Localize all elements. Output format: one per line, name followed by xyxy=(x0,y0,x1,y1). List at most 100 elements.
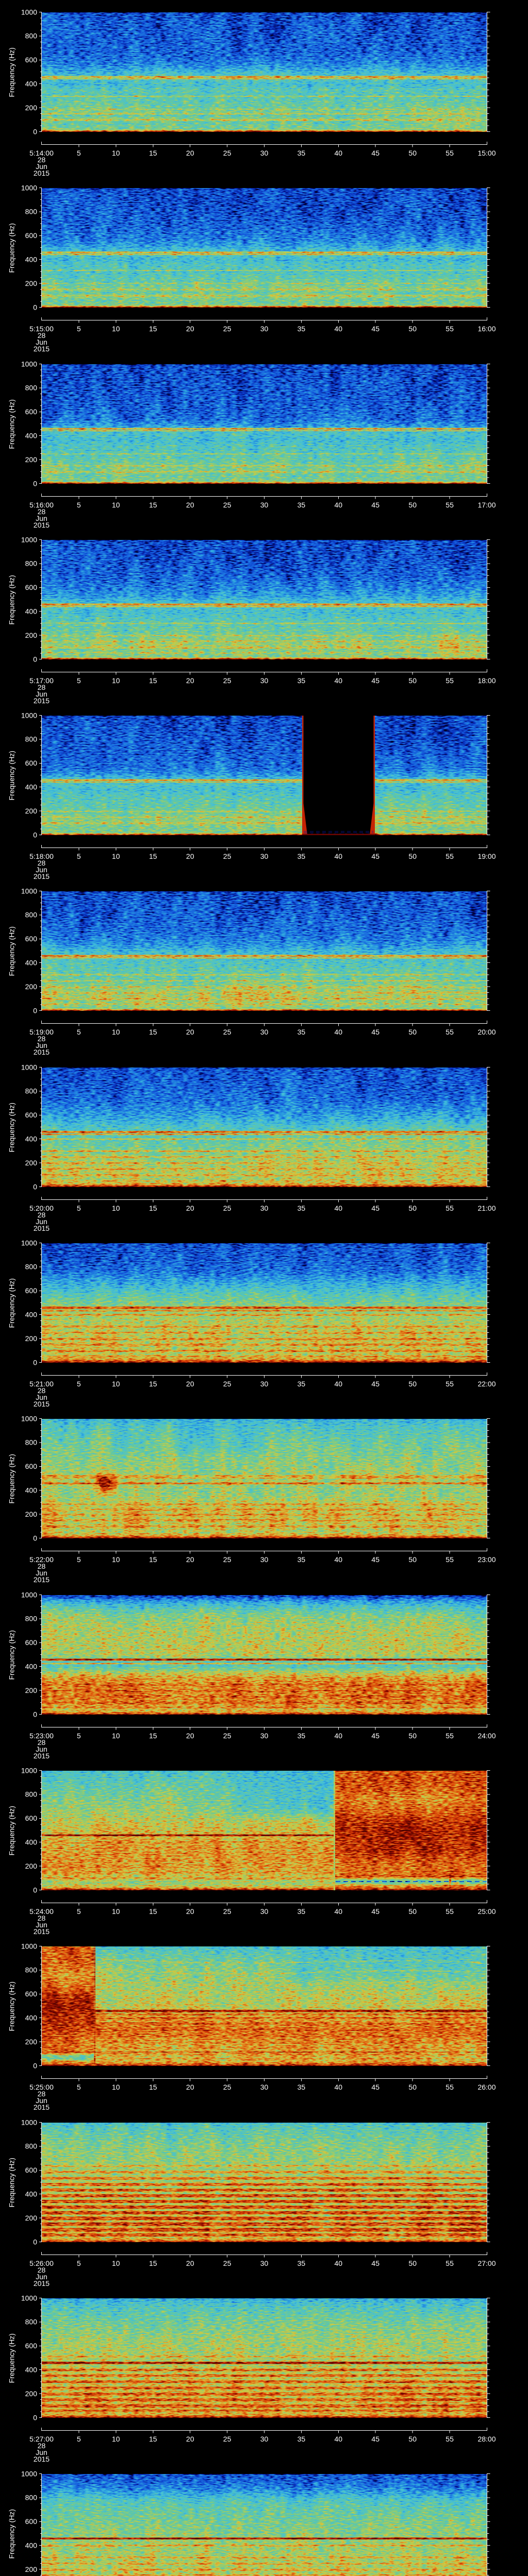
svg-text:0: 0 xyxy=(33,655,37,663)
svg-text:45: 45 xyxy=(371,149,380,157)
svg-text:40: 40 xyxy=(335,2259,343,2267)
svg-text:50: 50 xyxy=(408,2259,417,2267)
svg-text:50: 50 xyxy=(408,149,417,157)
svg-text:20: 20 xyxy=(186,325,194,333)
svg-text:Jun: Jun xyxy=(36,2448,47,2456)
svg-text:25:00: 25:00 xyxy=(477,1907,496,1916)
svg-text:40: 40 xyxy=(335,1732,343,1740)
svg-text:Frequency (Hz): Frequency (Hz) xyxy=(8,1454,16,1503)
svg-text:800: 800 xyxy=(25,208,38,216)
svg-text:45: 45 xyxy=(371,852,380,860)
svg-text:20: 20 xyxy=(186,1028,194,1036)
svg-text:1000: 1000 xyxy=(21,2118,37,2126)
svg-text:2015: 2015 xyxy=(34,345,50,352)
svg-text:25: 25 xyxy=(223,2435,232,2443)
svg-text:18:00: 18:00 xyxy=(477,676,496,685)
svg-text:1000: 1000 xyxy=(21,1063,37,1071)
svg-text:40: 40 xyxy=(335,1907,343,1916)
svg-text:50: 50 xyxy=(408,501,417,509)
svg-text:25: 25 xyxy=(223,1732,232,1740)
svg-text:200: 200 xyxy=(25,2565,38,2573)
svg-text:5:26:00: 5:26:00 xyxy=(29,2259,54,2267)
svg-text:50: 50 xyxy=(408,1732,417,1740)
svg-text:200: 200 xyxy=(25,2038,38,2046)
svg-text:600: 600 xyxy=(25,1814,38,1822)
svg-text:Jun: Jun xyxy=(36,690,47,698)
svg-text:800: 800 xyxy=(25,560,38,568)
svg-text:20: 20 xyxy=(186,149,194,157)
svg-text:28: 28 xyxy=(38,1562,46,1570)
svg-text:15: 15 xyxy=(149,325,157,333)
svg-text:Jun: Jun xyxy=(36,1921,47,1929)
svg-text:30: 30 xyxy=(260,852,269,860)
svg-text:10: 10 xyxy=(112,852,120,860)
svg-text:200: 200 xyxy=(25,1686,38,1694)
svg-text:1000: 1000 xyxy=(21,1239,37,1247)
svg-text:45: 45 xyxy=(371,325,380,333)
svg-text:Frequency (Hz): Frequency (Hz) xyxy=(8,47,16,97)
svg-text:30: 30 xyxy=(260,501,269,509)
svg-text:10: 10 xyxy=(112,1028,120,1036)
svg-text:Frequency (Hz): Frequency (Hz) xyxy=(8,2333,16,2383)
svg-text:23:00: 23:00 xyxy=(477,1555,496,1564)
svg-text:Jun: Jun xyxy=(36,1569,47,1577)
svg-text:800: 800 xyxy=(25,1087,38,1095)
svg-text:200: 200 xyxy=(25,2214,38,2222)
svg-text:800: 800 xyxy=(25,2318,38,2326)
svg-text:28: 28 xyxy=(38,1211,46,1219)
svg-text:10: 10 xyxy=(112,1907,120,1916)
svg-text:19:00: 19:00 xyxy=(477,852,496,860)
svg-text:28: 28 xyxy=(38,507,46,516)
svg-text:15: 15 xyxy=(149,2435,157,2443)
svg-text:10: 10 xyxy=(112,2259,120,2267)
svg-text:30: 30 xyxy=(260,149,269,157)
svg-text:50: 50 xyxy=(408,852,417,860)
svg-text:0: 0 xyxy=(33,1710,37,1718)
svg-text:15: 15 xyxy=(149,852,157,860)
svg-text:5: 5 xyxy=(77,676,81,685)
svg-text:Frequency (Hz): Frequency (Hz) xyxy=(8,223,16,273)
svg-text:5: 5 xyxy=(77,325,81,333)
svg-text:5:22:00: 5:22:00 xyxy=(29,1555,54,1564)
svg-text:Jun: Jun xyxy=(36,1393,47,1401)
svg-text:17:00: 17:00 xyxy=(477,501,496,509)
svg-text:55: 55 xyxy=(446,1907,454,1916)
svg-text:Jun: Jun xyxy=(36,1217,47,1226)
svg-text:50: 50 xyxy=(408,676,417,685)
svg-text:28: 28 xyxy=(38,1738,46,1747)
svg-text:5: 5 xyxy=(77,2259,81,2267)
svg-text:25: 25 xyxy=(223,1907,232,1916)
svg-text:50: 50 xyxy=(408,1380,417,1388)
svg-text:1000: 1000 xyxy=(21,887,37,895)
svg-text:55: 55 xyxy=(446,1204,454,1212)
svg-text:35: 35 xyxy=(298,325,306,333)
svg-text:1000: 1000 xyxy=(21,1942,37,1950)
svg-text:Frequency (Hz): Frequency (Hz) xyxy=(8,399,16,449)
svg-text:200: 200 xyxy=(25,279,38,287)
svg-text:20: 20 xyxy=(186,1907,194,1916)
svg-text:25: 25 xyxy=(223,1028,232,1036)
svg-text:25: 25 xyxy=(223,676,232,685)
svg-text:400: 400 xyxy=(25,256,38,264)
svg-text:0: 0 xyxy=(33,1182,37,1191)
svg-text:0: 0 xyxy=(33,1006,37,1014)
svg-text:40: 40 xyxy=(335,2435,343,2443)
svg-text:30: 30 xyxy=(260,325,269,333)
svg-text:200: 200 xyxy=(25,1334,38,1343)
svg-text:400: 400 xyxy=(25,1486,38,1495)
svg-text:2015: 2015 xyxy=(34,697,50,704)
svg-text:20: 20 xyxy=(186,1204,194,1212)
svg-text:28: 28 xyxy=(38,683,46,691)
svg-text:10: 10 xyxy=(112,1380,120,1388)
svg-text:28: 28 xyxy=(38,156,46,164)
svg-text:15: 15 xyxy=(149,1732,157,1740)
svg-text:400: 400 xyxy=(25,432,38,440)
svg-text:28: 28 xyxy=(38,331,46,340)
svg-text:35: 35 xyxy=(298,2435,306,2443)
svg-text:10: 10 xyxy=(112,1204,120,1212)
svg-text:10: 10 xyxy=(112,325,120,333)
svg-text:0: 0 xyxy=(33,127,37,135)
svg-text:40: 40 xyxy=(335,1380,343,1388)
svg-text:5: 5 xyxy=(77,1732,81,1740)
svg-text:800: 800 xyxy=(25,1438,38,1447)
